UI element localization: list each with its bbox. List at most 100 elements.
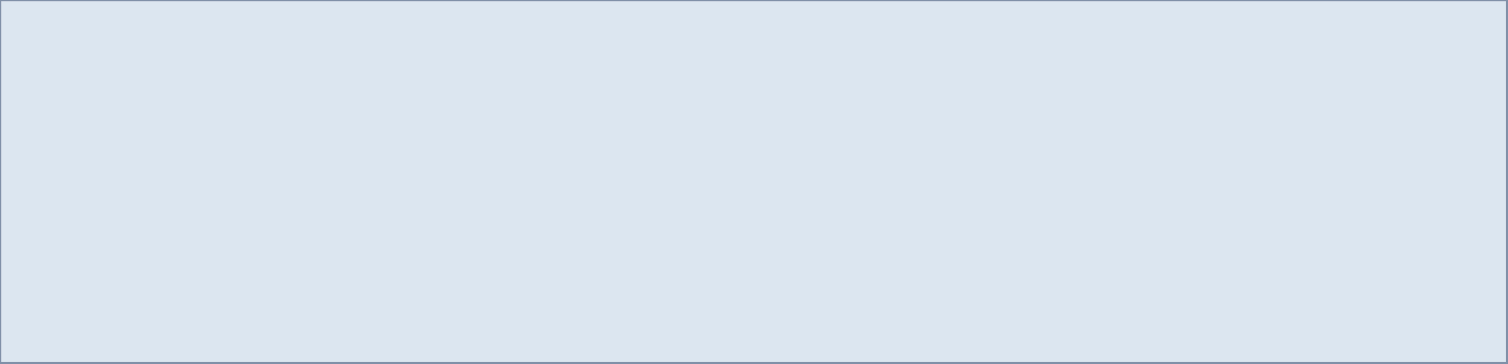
Text: x [m]: x [m] xyxy=(83,91,113,101)
Text: 1: 1 xyxy=(26,110,33,120)
Text: DS1: DS1 xyxy=(243,264,264,274)
Text: ◄◄: ◄◄ xyxy=(3,333,18,343)
Bar xyxy=(360,151,394,167)
Text: Section Proof | Shear in z-axis acc. to 6.2.6: Section Proof | Shear in z-axis acc. to … xyxy=(648,242,872,252)
Bar xyxy=(0,236,1493,258)
Text: Section Proof | Torsion acc. to 6.2.7.2(4): Section Proof | Torsion acc. to 6.2.7.2(… xyxy=(648,154,857,164)
Text: Design Ratios by Location: Design Ratios by Location xyxy=(881,333,1007,343)
Text: CO1: CO1 xyxy=(314,220,336,230)
Bar xyxy=(561,313,710,364)
Text: Design Check: Design Check xyxy=(412,79,492,89)
Bar xyxy=(867,43,890,63)
Text: Section Proof | Shear in y-axis acc. to 6.2.6: Section Proof | Shear in y-axis acc. to … xyxy=(648,198,872,208)
Text: ►►: ►► xyxy=(65,333,80,343)
Bar xyxy=(507,43,529,63)
Text: ◄: ◄ xyxy=(18,333,26,343)
Bar xyxy=(0,303,523,311)
Text: CO1: CO1 xyxy=(314,286,336,296)
Bar xyxy=(0,312,1508,364)
Text: SP3100.02: SP3100.02 xyxy=(547,198,603,208)
Text: Ratio η [--]: Ratio η [--] xyxy=(419,91,484,101)
Bar xyxy=(579,43,602,63)
Text: 0.001 ✓: 0.001 ✓ xyxy=(499,242,541,252)
Bar xyxy=(247,313,398,364)
Bar xyxy=(400,313,559,364)
Bar xyxy=(0,66,1493,74)
Text: 0.000 ✓: 0.000 ✓ xyxy=(499,264,541,274)
Text: SP3720.00: SP3720.00 xyxy=(547,264,603,274)
Text: Point No.: Point No. xyxy=(149,91,204,101)
Text: 0.032 ✓: 0.032 ✓ xyxy=(499,198,541,208)
Bar xyxy=(1478,0,1508,22)
Text: Beam | 4 - IPE 400 | L : 4.000 m: Beam | 4 - IPE 400 | L : 4.000 m xyxy=(62,110,238,120)
Bar xyxy=(1494,67,1506,209)
Text: DS1: DS1 xyxy=(243,242,264,252)
Text: DS1: DS1 xyxy=(243,132,264,142)
Text: Section Proof | Shear buckling acc. to 6.2.6(3) and 6.7.4 | Shear in z-axis: Section Proof | Shear buckling acc. to 6… xyxy=(648,264,1027,274)
Bar xyxy=(771,43,793,63)
Bar xyxy=(0,74,1493,104)
Text: Section Proof | Flange induced buckling acc. to 6.7.7 | Plate girders: Section Proof | Flange induced buckling … xyxy=(648,286,998,296)
Bar xyxy=(603,43,624,63)
Text: ✕: ✕ xyxy=(1490,6,1497,16)
Bar xyxy=(434,43,457,63)
Text: ►: ► xyxy=(366,48,374,58)
Text: 0.000 ≈: 0.000 ≈ xyxy=(77,154,119,164)
Text: Settings: Settings xyxy=(184,26,229,36)
Text: 0.161 ✓: 0.161 ✓ xyxy=(499,176,541,186)
Text: Aluminum Design: Aluminum Design xyxy=(23,48,121,58)
Bar xyxy=(795,43,817,63)
Ellipse shape xyxy=(1460,309,1497,331)
Text: DS1: DS1 xyxy=(243,198,264,208)
Text: CO1: CO1 xyxy=(314,176,336,186)
Text: SP3200.02: SP3200.02 xyxy=(547,242,603,252)
Text: Design Ratios on Members by Member | Aluminum Design | EN 1999 | CEN | 2013-12: Design Ratios on Members by Member | Alu… xyxy=(6,4,562,17)
Text: 0.000 ≈: 0.000 ≈ xyxy=(77,264,119,274)
Bar xyxy=(722,43,745,63)
Text: Go To: Go To xyxy=(12,26,42,36)
Text: CO1: CO1 xyxy=(314,154,336,164)
Text: ∨: ∨ xyxy=(348,48,356,58)
Text: Design Ratios by Loading: Design Ratios by Loading xyxy=(261,333,385,343)
Text: Edit: Edit xyxy=(57,26,78,36)
Text: CO1: CO1 xyxy=(314,264,336,274)
Bar xyxy=(360,195,362,211)
Text: Section Proof | Shear in z-axis and torsion acc. to 6.2.7.3: Section Proof | Shear in z-axis and tors… xyxy=(648,220,944,230)
Bar xyxy=(1493,66,1506,302)
Text: Description: Description xyxy=(1034,84,1102,94)
Text: 5 of 6: 5 of 6 xyxy=(27,333,54,343)
Bar xyxy=(676,43,697,63)
Text: ►: ► xyxy=(161,48,169,58)
Text: Design Check: Design Check xyxy=(555,79,635,89)
Text: CO1: CO1 xyxy=(314,242,336,252)
Bar xyxy=(0,258,1493,280)
Text: 0.008 ✓: 0.008 ✓ xyxy=(499,220,541,230)
Text: Situation: Situation xyxy=(226,91,280,101)
Text: SP1100.00: SP1100.00 xyxy=(547,132,603,142)
Text: 0.800: 0.800 xyxy=(83,132,113,142)
Text: DS1: DS1 xyxy=(243,154,264,164)
Text: Design Ratios by Material: Design Ratios by Material xyxy=(418,333,543,343)
Text: Loading: Loading xyxy=(302,79,348,89)
Bar xyxy=(6,46,20,60)
Bar xyxy=(483,43,505,63)
Text: SP3810.00: SP3810.00 xyxy=(547,286,603,296)
Bar xyxy=(866,313,1019,364)
Text: 0.000 ≈: 0.000 ≈ xyxy=(77,220,119,230)
Text: Stress: Stress xyxy=(158,79,196,89)
Bar xyxy=(360,129,365,145)
Text: Selection: Selection xyxy=(93,26,145,36)
Bar xyxy=(184,43,379,63)
Bar xyxy=(531,43,553,63)
Text: CO1: CO1 xyxy=(314,132,336,142)
Bar xyxy=(651,43,673,63)
Text: DS1: DS1 xyxy=(243,220,264,230)
Bar xyxy=(0,214,1493,236)
Text: DS1: DS1 xyxy=(243,286,264,296)
Bar xyxy=(0,126,1493,148)
Ellipse shape xyxy=(1461,313,1497,349)
Bar xyxy=(0,0,1478,22)
Bar xyxy=(0,280,1493,302)
Bar xyxy=(627,43,648,63)
Bar xyxy=(700,43,721,63)
